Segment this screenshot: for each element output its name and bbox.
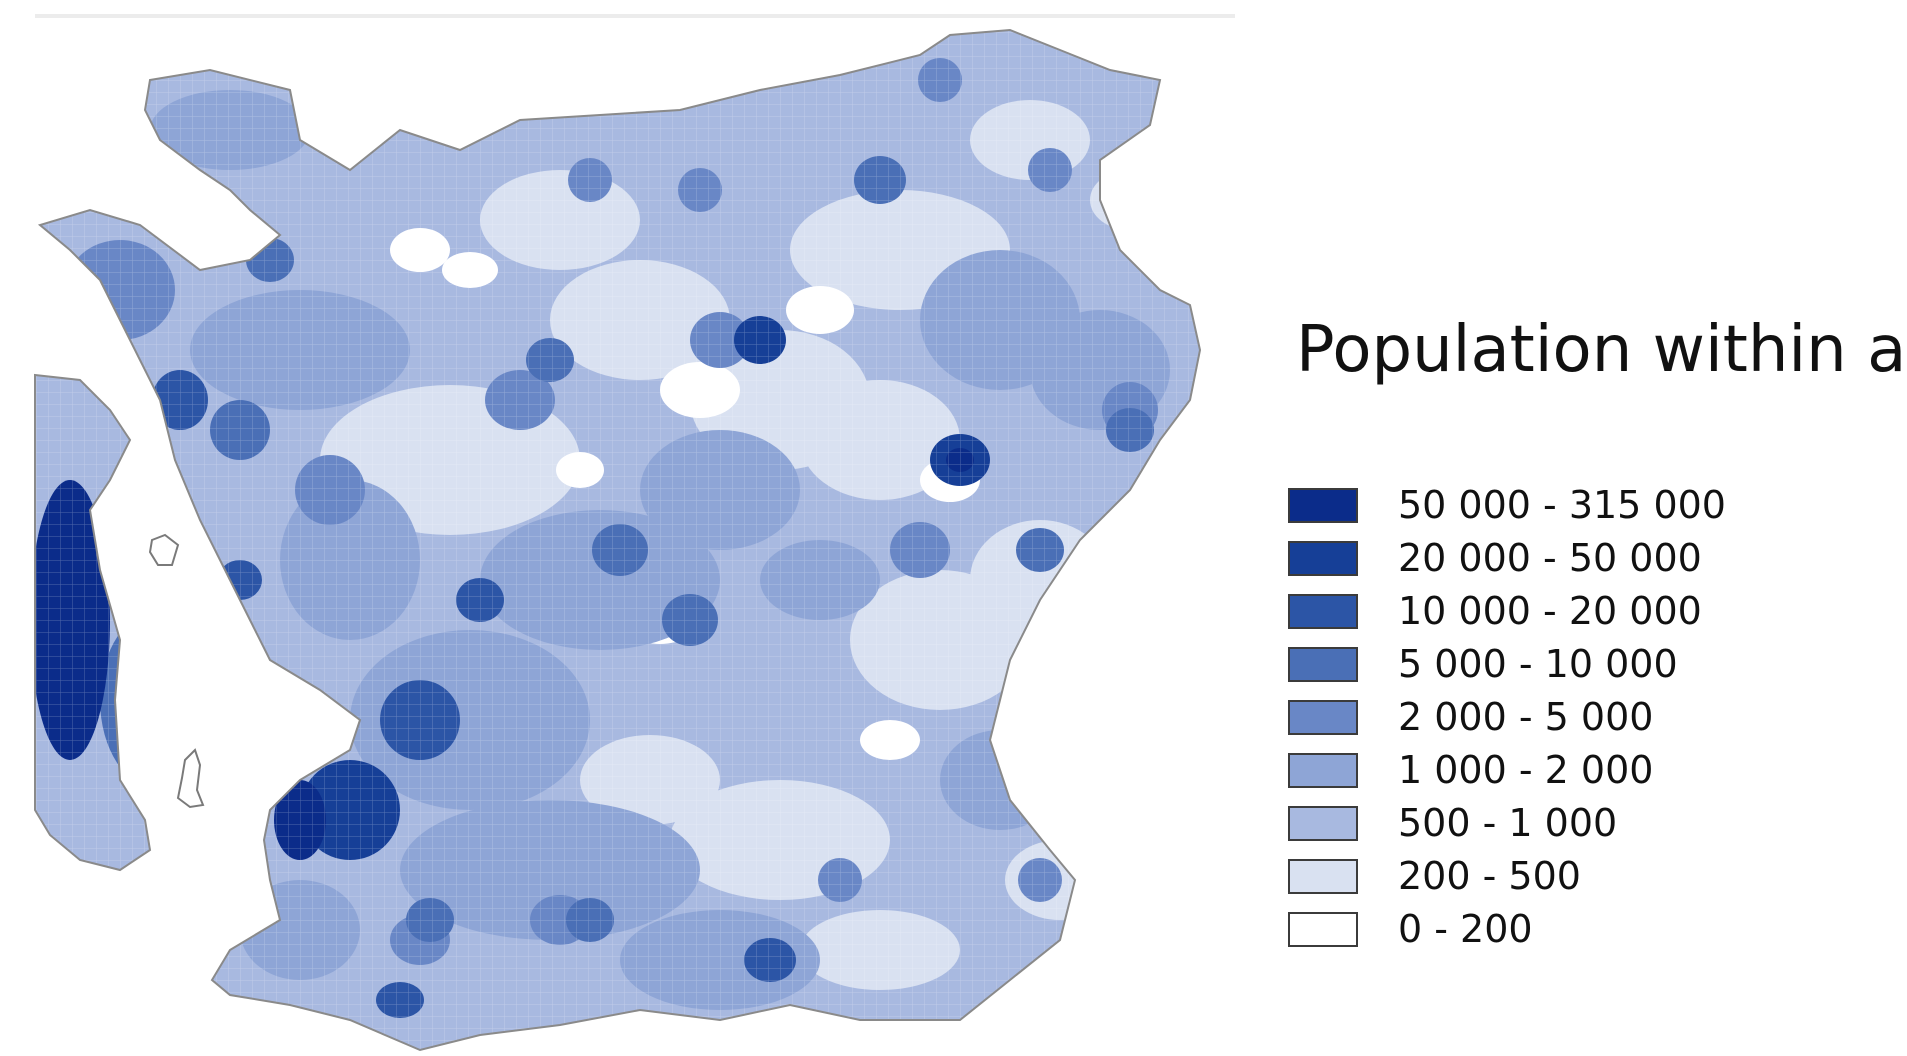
top-divider — [35, 14, 1235, 18]
island — [176, 748, 205, 809]
legend-label: 2 000 - 5 000 — [1398, 695, 1654, 739]
island — [148, 533, 180, 566]
legend-swatch — [1288, 700, 1358, 735]
map-graphic — [34, 29, 1201, 1051]
legend-label: 1 000 - 2 000 — [1398, 748, 1654, 792]
legend-label: 500 - 1 000 — [1398, 801, 1618, 845]
population-map — [0, 20, 1240, 1056]
legend-label: 200 - 500 — [1398, 854, 1581, 898]
legend-label: 0 - 200 — [1398, 907, 1533, 951]
map-title: Population within a — [1296, 313, 1907, 387]
legend-swatch — [1288, 541, 1358, 576]
population-density-layer — [35, 30, 1200, 1050]
legend-label: 5 000 - 10 000 — [1398, 642, 1678, 686]
legend-swatch — [1288, 859, 1358, 894]
legend-swatch — [1288, 594, 1358, 629]
legend-swatch — [1288, 647, 1358, 682]
legend-swatch — [1288, 753, 1358, 788]
legend-swatch — [1288, 488, 1358, 523]
legend-label: 50 000 - 315 000 — [1398, 483, 1726, 527]
legend-label: 10 000 - 20 000 — [1398, 589, 1702, 633]
legend-label: 20 000 - 50 000 — [1398, 536, 1702, 580]
legend-swatch — [1288, 912, 1358, 947]
legend-swatch — [1288, 806, 1358, 841]
